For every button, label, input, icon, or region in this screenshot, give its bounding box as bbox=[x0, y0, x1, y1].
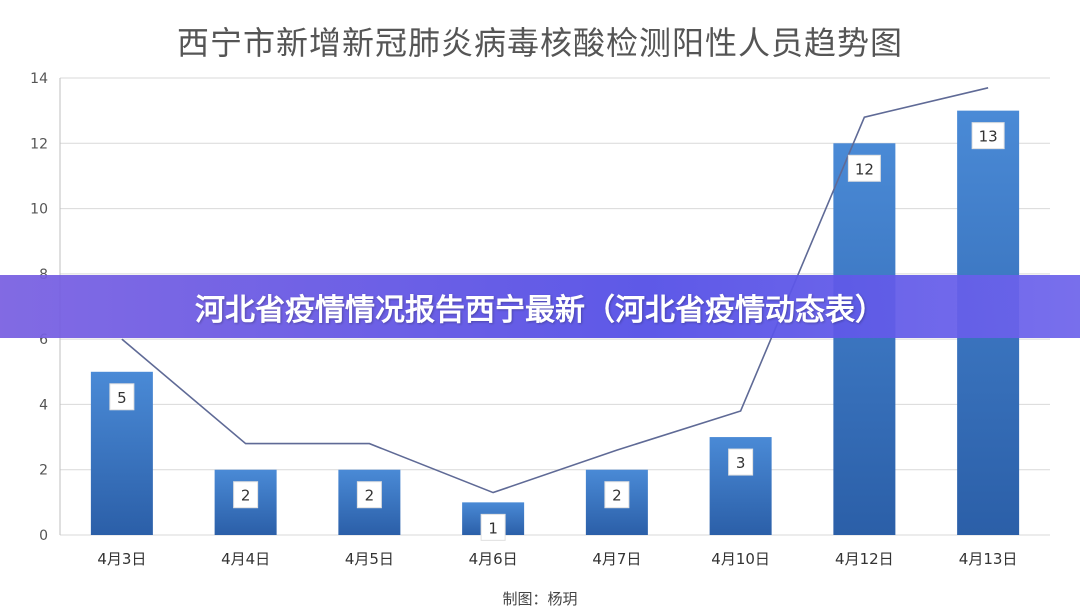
data-label: 13 bbox=[979, 128, 998, 146]
y-tick-label: 14 bbox=[30, 71, 48, 87]
y-tick-label: 2 bbox=[39, 463, 48, 479]
x-tick-label: 4月3日 bbox=[97, 550, 146, 568]
headline-text: 河北省疫情情况报告西宁最新（河北省疫情动态表） bbox=[195, 292, 885, 328]
data-label-box bbox=[480, 513, 506, 541]
x-tick-label: 4月4日 bbox=[221, 550, 270, 568]
data-label-box bbox=[233, 481, 259, 509]
x-axis-labels: 4月3日 4月4日 4月5日 4月6日 4月7日 4月10日 4月12日 4月13日 bbox=[97, 550, 1017, 568]
y-tick-label: 8 bbox=[39, 267, 48, 283]
data-label-box bbox=[356, 481, 382, 509]
data-label-box bbox=[728, 448, 754, 476]
x-tick-label: 4月10日 bbox=[711, 550, 770, 568]
y-tick-label: 4 bbox=[39, 397, 48, 413]
data-label-box bbox=[971, 122, 1005, 150]
data-label: 12 bbox=[855, 160, 874, 178]
x-tick-label: 4月6日 bbox=[469, 550, 518, 568]
data-label: 2 bbox=[241, 487, 251, 505]
x-tick-label: 4月12日 bbox=[835, 550, 894, 568]
chart-title: 西宁市新增新冠肺炎病毒核酸检测阳性人员趋势图 bbox=[176, 24, 903, 62]
x-tick-label: 4月5日 bbox=[345, 550, 394, 568]
x-tick-label: 4月7日 bbox=[592, 550, 641, 568]
y-tick-label: 0 bbox=[39, 528, 48, 544]
data-label-box bbox=[604, 481, 630, 509]
data-label: 2 bbox=[365, 487, 375, 505]
y-tick-label: 10 bbox=[30, 202, 48, 218]
y-axis-ticks: 0 2 4 6 8 10 12 14 bbox=[30, 71, 48, 544]
x-tick-label: 4月13日 bbox=[959, 550, 1018, 568]
data-label: 3 bbox=[736, 454, 746, 472]
data-label: 1 bbox=[488, 519, 498, 537]
y-tick-label: 12 bbox=[30, 136, 48, 152]
headline-banner: 河北省疫情情况报告西宁最新（河北省疫情动态表） bbox=[0, 275, 1080, 338]
data-label-box bbox=[109, 383, 135, 411]
y-tick-label: 6 bbox=[39, 332, 48, 348]
chart-credit: 制图：杨玥 bbox=[502, 590, 578, 608]
trend-line-layer bbox=[121, 87, 989, 494]
data-label: 5 bbox=[117, 389, 127, 407]
data-label-box bbox=[847, 154, 881, 182]
bar bbox=[833, 143, 896, 536]
data-label: 2 bbox=[612, 487, 622, 505]
trend-line bbox=[121, 87, 989, 494]
